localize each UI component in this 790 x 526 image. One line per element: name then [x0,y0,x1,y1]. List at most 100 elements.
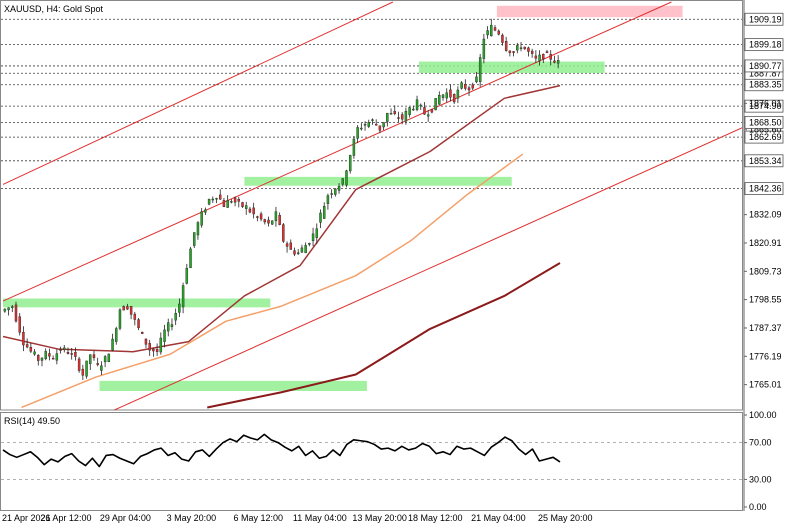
candle-body[interactable] [259,213,263,220]
candle-body[interactable] [367,122,370,127]
candle-body[interactable] [267,219,270,224]
candle-body[interactable] [196,222,200,236]
candle-body[interactable] [89,354,92,364]
candle-body[interactable] [326,195,330,204]
candle-body[interactable] [29,347,33,352]
main-price-plot[interactable] [0,0,746,411]
candle-body[interactable] [508,50,512,53]
candle-body[interactable] [159,337,163,353]
candle-body[interactable] [233,197,237,203]
candle-body[interactable] [464,84,467,89]
candle-body[interactable] [356,127,359,139]
zone-box[interactable] [244,176,512,186]
candle-body[interactable] [193,232,196,246]
candle-body[interactable] [296,252,300,254]
candle-body[interactable] [471,84,474,89]
candle-body[interactable] [319,212,322,223]
candle-body[interactable] [230,201,233,203]
candle-body[interactable] [545,51,549,54]
candle-body[interactable] [129,306,133,315]
candle-body[interactable] [360,127,363,130]
candle-body[interactable] [504,41,508,51]
candle-body[interactable] [378,125,382,131]
candle-body[interactable] [311,233,315,241]
candle-body[interactable] [426,114,430,117]
candle-body[interactable] [434,98,437,111]
candle-body[interactable] [408,107,411,115]
candle-body[interactable] [345,170,348,186]
candle-body[interactable] [486,30,489,36]
zone-box[interactable] [418,61,605,73]
candle-body[interactable] [81,368,85,376]
candle-body[interactable] [92,354,96,358]
candle-body[interactable] [111,338,114,351]
candle-body[interactable] [542,53,545,60]
candle-body[interactable] [315,228,318,238]
candle-body[interactable] [77,358,81,371]
candle-body[interactable] [482,38,486,59]
candle-body[interactable] [393,111,396,114]
candle-body[interactable] [553,60,556,63]
candle-body[interactable] [348,155,352,172]
candle-body[interactable] [263,219,267,223]
candle-body[interactable] [382,122,385,128]
candle-body[interactable] [148,343,151,351]
candle-body[interactable] [18,316,21,333]
candle-body[interactable] [282,224,285,242]
candle-body[interactable] [467,87,471,91]
candle-body[interactable] [55,353,59,361]
candle-body[interactable] [516,45,519,51]
candle-body[interactable] [322,205,326,219]
candle-body[interactable] [66,352,70,354]
candle-body[interactable] [337,186,341,191]
candle-body[interactable] [493,27,497,31]
candle-body[interactable] [523,46,526,50]
candle-body[interactable] [415,99,419,110]
candle-body[interactable] [252,207,255,215]
candle-body[interactable] [33,351,36,355]
candle-body[interactable] [219,194,222,200]
candle-body[interactable] [256,216,259,218]
candle-body[interactable] [475,76,478,83]
candle-body[interactable] [423,107,426,115]
candle-body[interactable] [103,356,107,363]
candle-body[interactable] [70,353,73,355]
candle-body[interactable] [389,113,393,115]
candle-body[interactable] [556,59,560,64]
candle-body[interactable] [133,313,137,320]
trend-line[interactable] [2,1,672,302]
candle-body[interactable] [167,322,170,332]
candle-body[interactable] [211,198,215,201]
candle-body[interactable] [59,349,62,351]
candle-body[interactable] [51,358,55,360]
candle-body[interactable] [245,205,248,209]
candle-body[interactable] [122,306,125,311]
candle-body[interactable] [452,94,456,103]
candle-body[interactable] [400,114,404,120]
rsi-indicator-plot[interactable] [0,412,743,511]
candle-body[interactable] [371,119,374,121]
zone-box[interactable] [99,380,367,391]
candle-body[interactable] [96,363,99,365]
candle-body[interactable] [519,47,523,49]
candle-body[interactable] [152,348,155,352]
candle-body[interactable] [300,247,304,253]
candle-body[interactable] [200,211,203,226]
candle-body[interactable] [222,200,226,208]
candle-body[interactable] [341,178,344,185]
candle-body[interactable] [274,211,278,222]
candle-body[interactable] [189,248,192,269]
candle-body[interactable] [107,353,111,363]
candle-body[interactable] [478,57,482,82]
candle-body[interactable] [363,123,367,126]
candle-body[interactable] [397,117,400,119]
candle-body[interactable] [181,285,185,308]
candle-body[interactable] [14,304,18,322]
candle-body[interactable] [538,54,541,62]
candle-body[interactable] [40,357,44,361]
candle-body[interactable] [490,24,493,37]
candle-body[interactable] [74,352,77,357]
candle-body[interactable] [304,245,307,254]
candle-body[interactable] [44,351,47,359]
candle-body[interactable] [501,34,504,43]
